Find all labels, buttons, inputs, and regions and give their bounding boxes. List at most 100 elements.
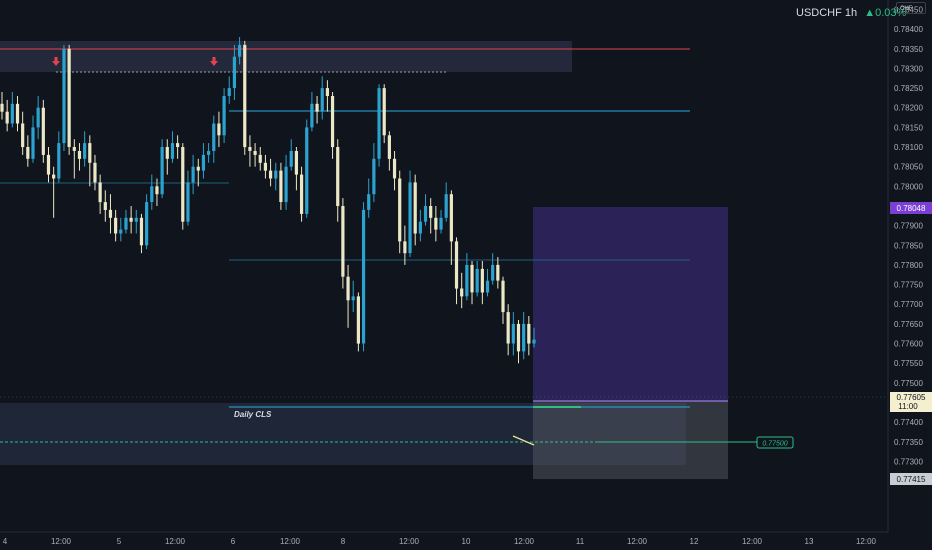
target-price-tag: 0.77500 (756, 436, 794, 449)
candle-bearish (263, 162, 268, 171)
candle-bullish (418, 221, 422, 234)
candle-bearish (67, 48, 71, 147)
symbol-label: USDCHF 1h (796, 7, 858, 19)
price-tick-label: 0.78200 (894, 104, 923, 113)
candle-bearish (46, 154, 51, 175)
candle-bullish (444, 194, 448, 218)
candle-bearish (413, 182, 417, 234)
change-percent: ▲0.03% (864, 7, 907, 19)
candle-bearish (527, 323, 531, 344)
candle-bearish (268, 170, 273, 179)
candle-bearish (294, 151, 299, 175)
price-tick-label: 0.78450 (894, 6, 923, 15)
candle-bearish (108, 209, 113, 218)
candle-bearish (454, 241, 459, 289)
candle-bullish (310, 103, 314, 128)
price-label-target-text: 0.78048 (897, 204, 926, 213)
candle-bullish (36, 107, 40, 128)
demand-zone (0, 403, 686, 465)
symbol-legend[interactable]: USDCHF 1h ▲0.03% (796, 7, 906, 19)
markers (52, 57, 218, 66)
candle-bullish (511, 323, 515, 344)
time-tick-label: 6 (231, 537, 236, 546)
candle-bearish (336, 147, 340, 206)
candle-bearish (52, 174, 56, 179)
price-tick-label: 0.78300 (894, 64, 923, 73)
candle-bullish (191, 166, 195, 183)
candle-bullish (10, 103, 14, 124)
candle-bullish (367, 194, 371, 210)
time-axis[interactable]: 4 12:00 5 12:00 6 12:00 8 12:00 10 12:00 11 12:00 12… (3, 537, 877, 546)
price-tick-label: 0.78400 (894, 25, 923, 34)
candle-bullish (361, 209, 366, 344)
candle-bearish (253, 151, 257, 155)
price-label-current: 0.77605 11:00 (890, 392, 932, 412)
candle-bullish (170, 143, 175, 159)
candle-bearish (77, 151, 82, 159)
candle-bearish (0, 103, 4, 112)
candle-bearish (398, 178, 402, 242)
candle-bullish (227, 88, 231, 96)
candle-bullish (160, 147, 164, 195)
candle-bullish (62, 48, 66, 144)
candle-bullish (351, 296, 355, 301)
candle-bullish (222, 96, 226, 136)
target-price-tag-text: 0.77500 (762, 441, 787, 448)
candle-bullish (439, 217, 443, 230)
down-arrow-icon (52, 57, 60, 66)
price-tick-label: 0.77600 (894, 340, 923, 349)
candle-bullish (119, 229, 123, 234)
stop-zone (533, 401, 728, 479)
candle-bullish (212, 123, 216, 151)
candle-bearish (387, 135, 391, 159)
candle-bearish (181, 147, 185, 222)
candle-bullish (150, 186, 154, 202)
time-tick-label: 10 (462, 537, 471, 546)
candle-bullish (491, 264, 495, 281)
time-tick-label: 13 (805, 537, 814, 546)
price-tick-label: 0.78100 (894, 143, 923, 152)
candle-bullish (522, 323, 526, 352)
candle-bullish (274, 170, 278, 179)
candle-bullish (408, 182, 412, 254)
candle-bullish (532, 339, 536, 344)
candle-bearish (165, 147, 169, 159)
time-tick-label: 12:00 (280, 537, 301, 546)
time-tick-label: 4 (3, 537, 8, 546)
time-tick-label: 12:00 (856, 537, 877, 546)
candle-bearish (5, 111, 9, 124)
candle-bearish (196, 166, 200, 171)
price-tick-label: 0.77800 (894, 261, 923, 270)
candle-bullish (320, 88, 324, 112)
countdown-text: 11:00 (898, 402, 918, 411)
price-tick-label: 0.78250 (894, 84, 923, 93)
candle-bullish (207, 151, 211, 155)
candle-bearish (501, 280, 505, 313)
time-tick-label: 12 (690, 537, 699, 546)
candle-bearish (315, 103, 319, 112)
candle-bullish (134, 217, 138, 222)
candle-bearish (217, 123, 221, 136)
price-tick-label: 0.77750 (894, 281, 923, 290)
candle-bearish (176, 143, 180, 147)
price-label-stop-text: 0.77415 (897, 475, 926, 484)
price-tick-label: 0.78150 (894, 123, 923, 132)
down-arrow-icon (210, 57, 218, 66)
target-zone (533, 207, 728, 401)
daily-cls-label: Daily CLS (234, 410, 272, 419)
price-tick-label: 0.77550 (894, 359, 923, 368)
candle-bullish (305, 127, 309, 214)
candle-bullish (145, 202, 149, 246)
candle-bearish (21, 123, 25, 148)
candle-bearish (356, 296, 360, 344)
candle-bullish (465, 264, 469, 297)
candle-bearish (341, 206, 345, 277)
candle-bullish (186, 182, 190, 222)
candle-bearish (516, 323, 521, 352)
candle-bearish (155, 186, 159, 195)
currency-badge[interactable]: CHF (896, 2, 926, 14)
candle-bearish (346, 276, 350, 301)
candle-bearish (449, 194, 453, 242)
candle-bullish (201, 154, 206, 171)
